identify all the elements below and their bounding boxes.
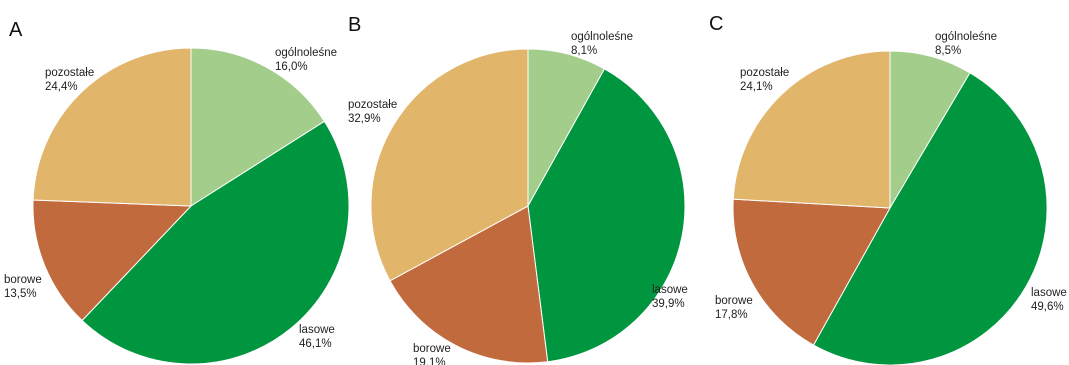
pie-b-label-borowe-value: 19,1%: [413, 357, 446, 365]
pie-chart-b: B ogólnoleśne 8,1% lasowe 39,9% borowe 19,1% p…: [348, 14, 688, 365]
pie-c-labels: ogólnoleśne 8,5% lasowe 49,6% borowe 17,8% poz…: [715, 31, 1067, 321]
pie-c-label-ogolnolesne-value: 8,5%: [935, 45, 961, 57]
pie-chart-a: A ogólnoleśne 16,0% lasowe 46,1% borowe 13,5%…: [4, 19, 350, 365]
pie-c-label-borowe-value: 17,8%: [715, 309, 748, 321]
pie-a-slice-pozostale: [32, 47, 192, 207]
pie-c-label-borowe: borowe 17,8%: [715, 295, 753, 321]
pie-c-slice-ogolnolesne: [889, 50, 971, 210]
pie-a-label-ogolnolesne-value: 16,0%: [275, 61, 308, 73]
pie-a-label-pozostale: pozostałe 24,4%: [45, 67, 94, 93]
pie-b-label-lasowe-value: 39,9%: [652, 298, 685, 310]
pie-c-label-pozostale-value: 24,1%: [740, 81, 773, 93]
pie-b-label-lasowe: lasowe 39,9%: [652, 284, 688, 310]
pie-a-label-ogolnolesne: ogólnoleśne 16,0%: [275, 47, 337, 73]
pie-c-slice-lasowe: [812, 72, 1048, 365]
pie-a-slice-borowe: [32, 199, 193, 322]
pie-b-label-ogolnolesne-value: 8,1%: [571, 45, 597, 57]
pie-a-label-lasowe: lasowe 46,1%: [299, 324, 335, 350]
pie-c-label-lasowe-name: lasowe: [1031, 287, 1067, 299]
pie-a-label-lasowe-name: lasowe: [299, 324, 335, 336]
pie-a-label-lasowe-value: 46,1%: [299, 338, 332, 350]
pie-a-label-borowe-name: borowe: [4, 274, 42, 286]
pie-a-slice-lasowe: [81, 120, 350, 365]
pie-a-label-ogolnolesne-name: ogólnoleśne: [275, 47, 337, 59]
pie-chart-c: C ogólnoleśne 8,5% lasowe 49,6% borowe 17,8% p…: [709, 13, 1067, 365]
pie-b-label-pozostale-value: 32,9%: [348, 113, 381, 125]
pie-c-label-lasowe: lasowe 49,6%: [1031, 287, 1067, 313]
panel-letter-a: A: [9, 19, 23, 41]
pie-c-label-borowe-name: borowe: [715, 295, 753, 307]
pie-a-slices: [32, 47, 350, 365]
pie-a-label-borowe: borowe 13,5%: [4, 274, 42, 300]
pie-c-slice-pozostale: [732, 50, 891, 209]
pie-b-label-borowe-name: borowe: [413, 343, 451, 355]
pie-c-label-ogolnolesne-name: ogólnoleśne: [935, 31, 997, 43]
pie-c-slice-borowe: [732, 198, 891, 346]
pie-c-label-pozostale-name: pozostałe: [740, 67, 789, 79]
pie-a-label-borowe-value: 13,5%: [4, 288, 37, 300]
pie-b-label-ogolnolesne: ogólnoleśne 8,1%: [571, 31, 633, 57]
pie-a-label-pozostale-value: 24,4%: [45, 81, 78, 93]
pie-c-label-lasowe-value: 49,6%: [1031, 301, 1064, 313]
pie-c-label-pozostale: pozostałe 24,1%: [740, 67, 789, 93]
pie-a-label-pozostale-name: pozostałe: [45, 67, 94, 79]
pie-b-label-lasowe-name: lasowe: [652, 284, 688, 296]
pie-b-label-pozostale-name: pozostałe: [348, 99, 397, 111]
pie-b-label-pozostale: pozostałe 32,9%: [348, 99, 397, 125]
pie-b-slice-pozostale: [370, 48, 529, 282]
pie-c-label-ogolnolesne: ogólnoleśne 8,5%: [935, 31, 997, 57]
pie-b-slice-borowe: [389, 205, 549, 364]
pie-c-slices: [732, 50, 1048, 365]
pie-b-label-ogolnolesne-name: ogólnoleśne: [571, 31, 633, 43]
panel-letter-c: C: [709, 13, 723, 35]
pie-b-label-borowe: borowe 19,1%: [413, 343, 451, 365]
pie-b-labels: ogólnoleśne 8,1% lasowe 39,9% borowe 19,1% poz…: [348, 31, 688, 365]
pie-b-slice-lasowe: [527, 68, 686, 363]
pie-a-slice-ogolnolesne: [190, 47, 326, 207]
pie-b-slices: [370, 48, 686, 364]
panel-letter-b: B: [348, 14, 361, 36]
pie-a-labels: ogólnoleśne 16,0% lasowe 46,1% borowe 13,5% po…: [4, 47, 337, 350]
